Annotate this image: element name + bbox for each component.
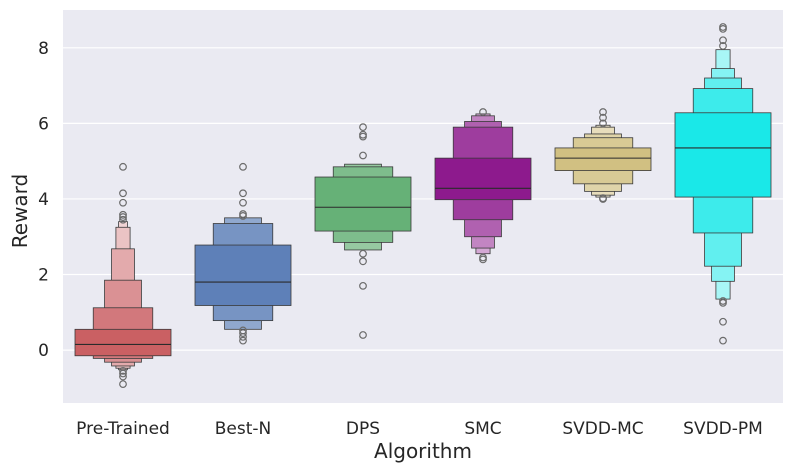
boxen-group	[434, 108, 532, 264]
boxen-box	[74, 328, 172, 357]
outlier-point	[359, 249, 367, 258]
outlier-point	[359, 123, 367, 132]
outlier-point	[359, 281, 367, 290]
x-tick-label: DPS	[346, 419, 380, 439]
boxen-group	[74, 162, 172, 389]
outlier-point	[119, 215, 127, 224]
boxen-box	[554, 147, 652, 172]
outlier-point	[119, 380, 127, 389]
boxen-group	[314, 123, 412, 339]
boxen-group	[194, 162, 292, 345]
outlier-point	[719, 297, 727, 305]
outlier-point	[479, 108, 487, 116]
outlier-point	[719, 317, 727, 326]
outlier-point	[119, 189, 127, 198]
outlier-point	[119, 366, 127, 375]
outlier-point	[119, 372, 127, 381]
outlier-point	[119, 213, 127, 221]
boxen-box	[674, 112, 772, 198]
outlier-point	[239, 189, 247, 198]
outlier-point	[359, 151, 367, 160]
y-tick-label: 2	[38, 266, 49, 286]
outlier-point	[239, 162, 247, 171]
x-tick-label: SVDD-PM	[683, 419, 763, 439]
outlier-point	[599, 194, 607, 203]
y-tick-label: 6	[38, 114, 49, 134]
grid-lines	[63, 47, 783, 351]
outlier-point	[599, 113, 607, 122]
y-axis-title: Reward	[8, 174, 32, 248]
outlier-point	[239, 326, 247, 335]
outlier-point	[119, 369, 127, 378]
outlier-point	[719, 23, 727, 31]
x-tick-label: SMC	[464, 419, 501, 439]
outlier-point	[239, 329, 247, 337]
outlier-point	[239, 210, 247, 218]
boxen-box	[314, 176, 412, 232]
outlier-point	[119, 210, 127, 219]
y-tick-label: 8	[38, 39, 49, 59]
outlier-point	[119, 162, 127, 171]
y-tick-label: 4	[38, 190, 49, 210]
y-tick-label: 0	[38, 341, 49, 361]
outlier-point	[359, 130, 367, 139]
boxen-box	[434, 157, 532, 201]
boxen-marks	[74, 23, 772, 389]
plot-background	[63, 10, 783, 403]
outlier-point	[359, 257, 367, 266]
outlier-point	[239, 198, 247, 207]
outlier-point	[719, 336, 727, 345]
outlier-point	[599, 119, 607, 128]
boxen-box	[194, 244, 292, 306]
x-tick-label: Pre-Trained	[76, 419, 170, 439]
x-tick-label: SVDD-MC	[562, 419, 643, 439]
boxen-group	[554, 108, 652, 203]
outlier-point	[359, 331, 367, 339]
outlier-point	[719, 41, 727, 50]
x-tick-label: Best-N	[215, 419, 272, 439]
outlier-point	[719, 36, 727, 45]
tick-labels: 0 2 4 6 8 Pre-Trained Best-N DPS SMC SVDD-MC SVDD-…	[38, 39, 763, 439]
outlier-point	[599, 108, 607, 116]
outlier-point	[119, 198, 127, 207]
outlier-point	[479, 253, 487, 262]
boxen-group	[674, 23, 772, 345]
x-axis-title: Algorithm	[374, 439, 472, 463]
outlier-point	[239, 336, 247, 345]
